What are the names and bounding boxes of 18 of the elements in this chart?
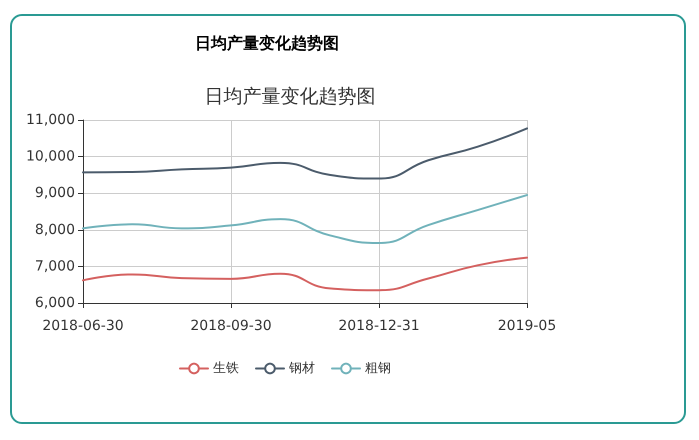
y-tick-label: 7,000 [34, 258, 75, 274]
line-series [82, 256, 528, 292]
legend-label: 钢材 [288, 361, 315, 376]
y-tick-label: 11,000 [26, 112, 75, 128]
x-tick-label: 2019-05 [498, 318, 556, 334]
legend-label: 粗钢 [365, 361, 391, 376]
y-tick-label: 10,000 [26, 148, 75, 165]
y-tick-label: 8,000 [34, 222, 75, 238]
chart-title: 日均产量变化趋势图 [195, 34, 339, 52]
x-tick-label: 2018-12-31 [338, 318, 420, 334]
line-series [82, 127, 528, 180]
x-tick-label: 2018-06-30 [42, 318, 124, 334]
x-tick-label: 2018-09-30 [190, 318, 272, 334]
y-tick-label: 6,000 [34, 295, 75, 311]
y-tick-label: 9,000 [34, 185, 75, 202]
chart-subtitle: 日均产量变化趋势图 [204, 86, 376, 108]
line-series [82, 194, 528, 244]
legend-label: 生铁 [213, 361, 239, 376]
